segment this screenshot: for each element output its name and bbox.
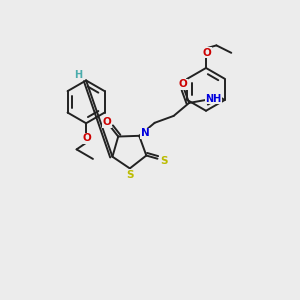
Text: S: S bbox=[126, 170, 134, 180]
Text: S: S bbox=[160, 155, 167, 166]
Text: N: N bbox=[141, 128, 150, 138]
Text: O: O bbox=[102, 117, 111, 127]
Text: O: O bbox=[203, 47, 212, 58]
Text: NH: NH bbox=[205, 94, 221, 103]
Text: O: O bbox=[83, 134, 92, 143]
Text: H: H bbox=[74, 70, 82, 80]
Text: O: O bbox=[178, 80, 187, 89]
